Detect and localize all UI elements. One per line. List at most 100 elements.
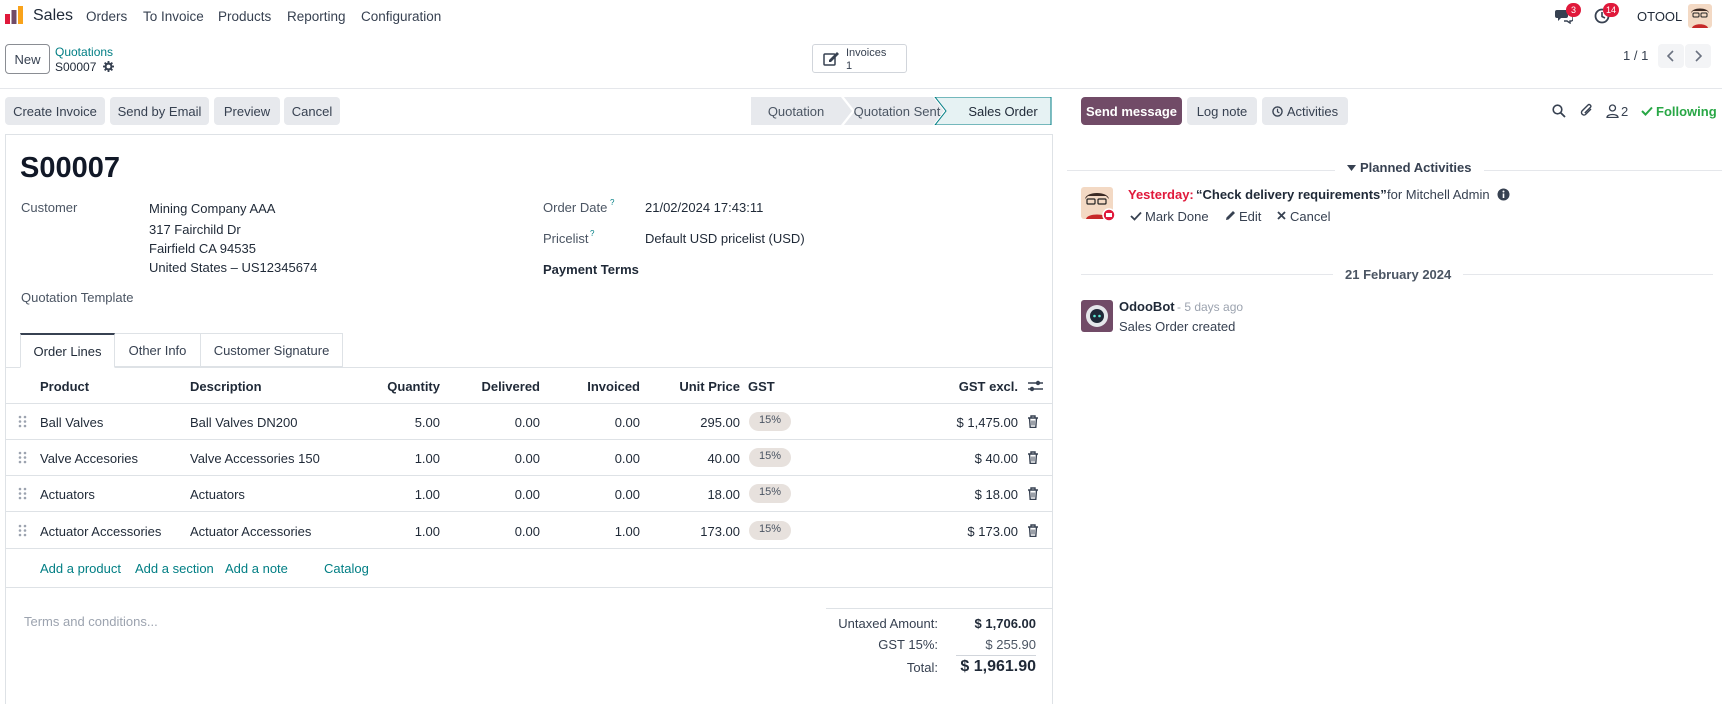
menu-reporting[interactable]: Reporting xyxy=(287,9,346,24)
drag-handle-icon[interactable] xyxy=(18,524,28,537)
activities-button[interactable]: Activities xyxy=(1262,97,1348,125)
paperclip-icon[interactable] xyxy=(1580,103,1594,118)
menu-configuration[interactable]: Configuration xyxy=(361,9,442,24)
row-tax-badge[interactable]: 15% xyxy=(749,448,792,467)
trash-icon[interactable] xyxy=(1027,524,1039,537)
user-avatar-icon[interactable] xyxy=(1688,4,1712,28)
add-product-link[interactable]: Add a product xyxy=(40,561,121,576)
pager-previous-button[interactable] xyxy=(1658,44,1684,68)
order-date-help-icon[interactable]: ? xyxy=(610,198,615,207)
preview-button[interactable]: Preview xyxy=(214,97,280,125)
customer-link[interactable]: Mining Company AAA xyxy=(149,201,276,216)
breadcrumb-quotations[interactable]: Quotations xyxy=(55,45,114,59)
row-unit-price[interactable]: 40.00 xyxy=(707,451,740,466)
row-description[interactable]: Ball Valves DN200 xyxy=(190,415,298,430)
tab-customer-signature[interactable]: Customer Signature xyxy=(201,333,343,367)
drag-handle-icon[interactable] xyxy=(18,451,28,464)
app-name[interactable]: Sales xyxy=(33,7,74,24)
edit-activity-button[interactable]: Edit xyxy=(1239,209,1262,224)
row-tax-badge[interactable]: 15% xyxy=(749,521,792,540)
pager-next-button[interactable] xyxy=(1685,44,1711,68)
edit-pencil-icon xyxy=(1226,211,1235,220)
odoobot-avatar[interactable] xyxy=(1081,300,1113,332)
sales-app-icon[interactable] xyxy=(4,5,24,25)
stage-sales-order[interactable]: Sales Order xyxy=(968,104,1038,119)
total-divider xyxy=(956,655,1036,656)
drag-handle-icon[interactable] xyxy=(18,415,28,428)
send-message-button[interactable]: Send message xyxy=(1081,97,1182,125)
row-product[interactable]: Ball Valves xyxy=(40,415,104,430)
payment-terms-label: Payment Terms xyxy=(543,262,639,277)
terms-input[interactable]: Terms and conditions... xyxy=(24,614,158,629)
row-quantity[interactable]: 1.00 xyxy=(414,487,440,502)
row-description[interactable]: Valve Accessories 150 xyxy=(190,451,320,466)
menu-products[interactable]: Products xyxy=(218,9,272,24)
row-unit-price[interactable]: 295.00 xyxy=(700,415,740,430)
column-settings-icon[interactable] xyxy=(1028,379,1043,393)
row-description[interactable]: Actuator Accessories xyxy=(190,524,312,539)
col-quantity[interactable]: Quantity xyxy=(387,379,440,394)
log-note-button[interactable]: Log note xyxy=(1187,97,1257,125)
gear-icon[interactable] xyxy=(103,61,114,72)
row-unit-price[interactable]: 18.00 xyxy=(707,487,740,502)
row-tax-badge[interactable]: 15% xyxy=(749,412,792,431)
pricelist-value[interactable]: Default USD pricelist (USD) xyxy=(645,231,805,246)
cancel-activity-button[interactable]: Cancel xyxy=(1290,209,1331,224)
following-button[interactable]: Following xyxy=(1656,104,1717,119)
trash-icon[interactable] xyxy=(1027,487,1039,500)
col-product[interactable]: Product xyxy=(40,379,90,394)
mitchell-admin-avatar[interactable] xyxy=(1081,187,1115,221)
menu-orders[interactable]: Orders xyxy=(86,9,128,24)
pricelist-help-icon[interactable]: ? xyxy=(590,229,595,238)
row-tax-badge[interactable]: 15% xyxy=(749,484,792,503)
row-quantity[interactable]: 5.00 xyxy=(414,415,440,430)
trash-icon[interactable] xyxy=(1027,415,1039,428)
row-product[interactable]: Actuator Accessories xyxy=(40,524,162,539)
drag-handle-icon[interactable] xyxy=(18,487,28,500)
row-invoiced: 0.00 xyxy=(614,415,640,430)
pager-value[interactable]: 1 / 1 xyxy=(1623,48,1649,63)
search-icon[interactable] xyxy=(1552,104,1566,118)
message-body: Sales Order created xyxy=(1119,319,1236,334)
add-note-link[interactable]: Add a note xyxy=(225,561,288,576)
mark-done-button[interactable]: Mark Done xyxy=(1145,209,1209,224)
row-quantity[interactable]: 1.00 xyxy=(414,524,440,539)
row-product[interactable]: Actuators xyxy=(40,487,95,502)
catalog-link[interactable]: Catalog xyxy=(324,561,369,576)
followers-icon[interactable] xyxy=(1606,104,1619,118)
tab-other-info[interactable]: Other Info xyxy=(115,333,201,367)
order-date-value[interactable]: 21/02/2024 17:43:11 xyxy=(645,200,764,215)
table-row[interactable]: Actuators Actuators 1.00 0.00 0.00 18.00… xyxy=(5,476,1053,512)
col-description[interactable]: Description xyxy=(190,379,262,394)
planned-activities-toggle[interactable]: Planned Activities xyxy=(1335,160,1484,175)
stage-quotation-sent[interactable]: Quotation Sent xyxy=(853,104,941,119)
stage-quotation[interactable]: Quotation xyxy=(767,104,825,119)
invoices-smart-button[interactable]: Invoices 1 xyxy=(812,44,907,73)
cancel-order-button[interactable]: Cancel xyxy=(284,97,340,125)
row-quantity[interactable]: 1.00 xyxy=(414,451,440,466)
trash-icon[interactable] xyxy=(1027,451,1039,464)
tab-order-lines[interactable]: Order Lines xyxy=(20,333,115,368)
table-row[interactable]: Ball Valves Ball Valves DN200 5.00 0.00 … xyxy=(5,404,1053,440)
row-unit-price[interactable]: 173.00 xyxy=(700,524,740,539)
col-delivered[interactable]: Delivered xyxy=(481,379,540,394)
row-product[interactable]: Valve Accesories xyxy=(40,451,139,466)
col-tax[interactable]: GST xyxy=(748,379,775,394)
new-button[interactable]: New xyxy=(5,44,50,74)
menu-to-invoice[interactable]: To Invoice xyxy=(143,9,204,24)
pencil-square-icon xyxy=(823,52,839,66)
col-unit-price[interactable]: Unit Price xyxy=(679,379,740,394)
mark-done-check-icon xyxy=(1130,211,1142,221)
followers-count[interactable]: 2 xyxy=(1621,104,1629,119)
info-icon[interactable] xyxy=(1497,188,1510,201)
table-row[interactable]: Valve Accesories Valve Accessories 150 1… xyxy=(5,440,1053,476)
row-description[interactable]: Actuators xyxy=(190,487,245,502)
add-section-link[interactable]: Add a section xyxy=(135,561,214,576)
create-invoice-button[interactable]: Create Invoice xyxy=(5,97,105,125)
col-subtotal[interactable]: GST excl. xyxy=(958,379,1018,394)
col-invoiced[interactable]: Invoiced xyxy=(587,379,640,394)
company-switcher[interactable]: OTOOL xyxy=(1637,9,1683,24)
message-author[interactable]: OdooBot xyxy=(1119,299,1175,314)
table-row[interactable]: Actuator Accessories Actuator Accessorie… xyxy=(5,513,1053,549)
send-by-email-button[interactable]: Send by Email xyxy=(110,97,209,125)
